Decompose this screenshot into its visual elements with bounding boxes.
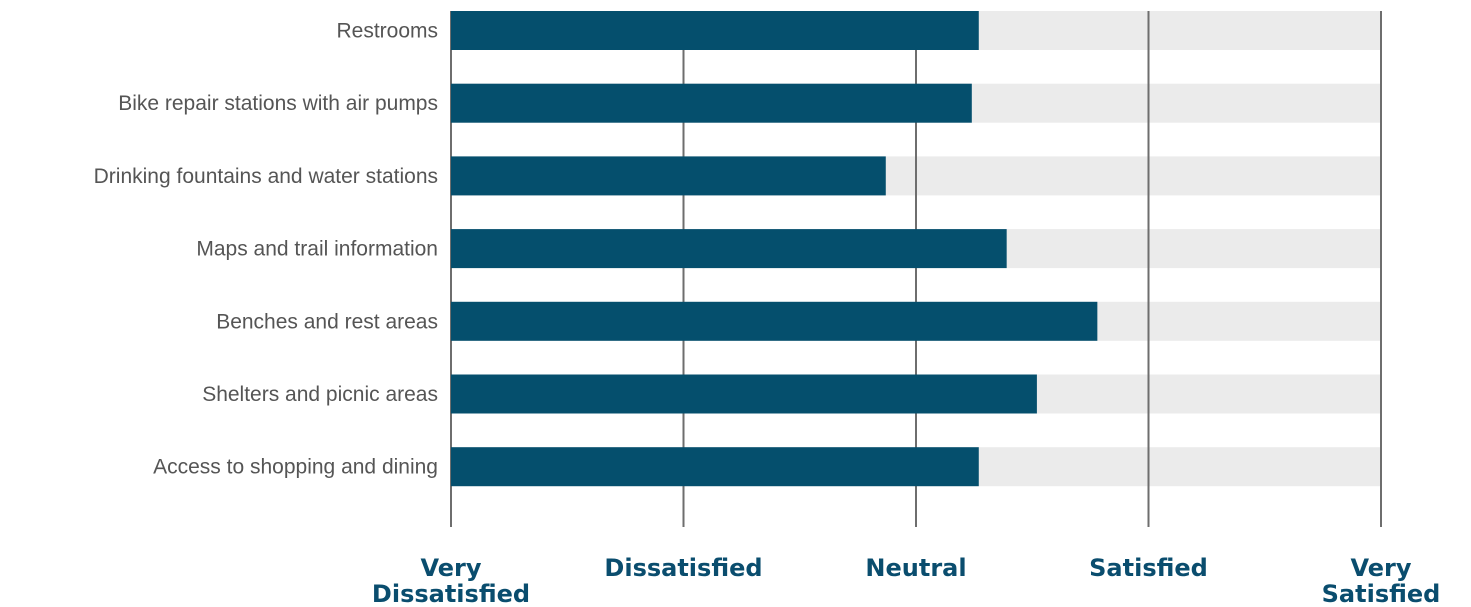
x-tick-label-line: Satisfied — [1089, 554, 1208, 582]
x-tick-label-line: Very — [420, 554, 481, 582]
bar — [451, 229, 1007, 269]
category-label: Bike repair stations with air pumps — [118, 92, 438, 115]
bar — [451, 447, 979, 487]
x-tick-label: Dissatisfied — [604, 554, 762, 582]
x-tick-label: Very Satisfied — [1322, 554, 1441, 607]
category-label: Access to shopping and dining — [153, 456, 438, 479]
x-tick-label: Satisfied — [1089, 554, 1208, 582]
x-tick-label-line: Neutral — [865, 554, 966, 582]
x-tick-label-line: Dissatisfied — [372, 580, 530, 607]
bars — [451, 11, 1098, 487]
bar — [451, 374, 1037, 414]
category-label: Shelters and picnic areas — [202, 383, 438, 406]
x-tick-label-line: Very — [1350, 554, 1411, 582]
category-label: Maps and trail information — [196, 238, 438, 261]
category-label: Restrooms — [336, 20, 438, 43]
x-tick-label-line: Satisfied — [1322, 580, 1441, 607]
bar — [451, 83, 972, 123]
x-tick-label: Neutral — [865, 554, 966, 582]
x-tick-label: Very Dissatisfied — [372, 554, 530, 607]
category-label: Benches and rest areas — [216, 310, 438, 333]
bar — [451, 11, 979, 50]
bar — [451, 156, 886, 196]
x-tick-label-line: Dissatisfied — [604, 554, 762, 582]
bar — [451, 301, 1098, 341]
category-labels: Restrooms Bike repair stations with air p… — [94, 20, 438, 479]
category-label: Drinking fountains and water stations — [94, 165, 438, 188]
